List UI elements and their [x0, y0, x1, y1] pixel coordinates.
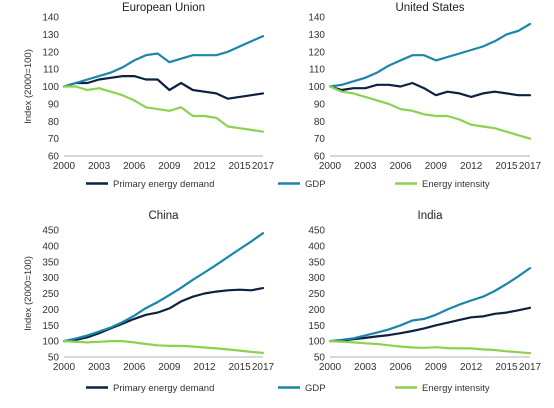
series-line-gdp: [328, 267, 532, 343]
x-tick-label: 2000: [319, 161, 342, 172]
x-tick-label: 2006: [389, 161, 412, 172]
y-tick-label: 50: [314, 353, 326, 364]
y-tick-label: 140: [42, 13, 59, 24]
x-tick-label: 2000: [53, 362, 76, 373]
y-tick-label: 400: [308, 241, 325, 252]
x-tick-label: 2015: [495, 362, 518, 373]
y-tick-label: 400: [42, 241, 59, 252]
y-tick-label: 100: [308, 337, 325, 348]
y-tick-label: 250: [308, 289, 325, 300]
y-tick-label: 350: [308, 257, 325, 268]
series-line-energy-intensity: [62, 340, 265, 354]
x-tick-label: 2012: [460, 161, 483, 172]
panel-title: China: [148, 210, 179, 222]
legend: Primary energy demand GDP Energy intensity: [86, 179, 490, 190]
y-tick-label: 140: [308, 13, 325, 24]
y-tick-label: 110: [309, 65, 325, 76]
x-tick-label: 2006: [123, 362, 146, 373]
x-tick-label: 2003: [88, 161, 111, 172]
y-tick-label: 300: [308, 273, 325, 284]
legend-label: Energy intensity: [422, 179, 490, 190]
y-tick-label: 200: [42, 305, 59, 316]
legend-label: GDP: [305, 383, 326, 394]
x-tick-label: 2006: [389, 362, 412, 373]
y-tick-label: 60: [48, 152, 60, 163]
y-tick-label: 90: [48, 99, 60, 110]
series-line-primary-energy-demand: [328, 81, 532, 99]
x-tick-label: 2009: [158, 161, 181, 172]
y-tick-label: 60: [314, 152, 326, 163]
panel-china: China 50 100 150 200 250 300 350 400 450 2000 2003 2…: [23, 210, 490, 394]
y-tick-label: 130: [42, 30, 59, 41]
x-tick-label: 2017: [519, 362, 542, 373]
series-line-primary-energy-demand: [62, 74, 265, 100]
y-axis-label: Index (2000=100): [23, 256, 34, 331]
y-tick-label: 120: [42, 47, 59, 58]
legend-label: Energy intensity: [422, 383, 490, 394]
y-tick-label: 100: [42, 82, 59, 93]
y-tick-label: 90: [314, 99, 326, 110]
y-tick-label: 120: [308, 47, 325, 58]
x-tick-label: 2015: [228, 161, 251, 172]
x-tick-label: 2000: [53, 161, 76, 172]
x-tick-label: 2003: [354, 161, 377, 172]
x-tick-label: 2012: [460, 362, 483, 373]
x-tick-label: 2012: [193, 362, 216, 373]
legend-label: GDP: [305, 179, 326, 190]
x-tick-label: 2012: [193, 161, 216, 172]
y-tick-label: 350: [42, 257, 59, 268]
panel-european-union: European Union 60 70 80 90 100 110 120 130 140 200…: [23, 2, 490, 190]
x-tick-label: 2017: [252, 362, 275, 373]
series-line-energy-intensity: [62, 85, 265, 133]
y-tick-label: 150: [308, 321, 325, 332]
series-line-gdp: [328, 22, 532, 88]
y-tick-label: 200: [308, 305, 325, 316]
legend: Primary energy demand GDP Energy intensity: [86, 383, 490, 394]
x-tick-label: 2009: [425, 161, 448, 172]
x-tick-label: 2003: [354, 362, 377, 373]
panel-title: European Union: [122, 2, 205, 14]
y-tick-label: 70: [314, 134, 326, 145]
y-tick-label: 80: [48, 117, 60, 128]
y-tick-label: 110: [43, 65, 59, 76]
x-tick-label: 2009: [425, 362, 448, 373]
series-line-gdp: [62, 232, 265, 343]
panel-title: India: [418, 210, 444, 222]
y-tick-label: 130: [308, 30, 325, 41]
y-tick-label: 80: [314, 117, 326, 128]
y-tick-label: 450: [42, 226, 59, 237]
y-tick-label: 50: [48, 353, 60, 364]
x-tick-label: 2000: [319, 362, 342, 373]
series-line-energy-intensity: [328, 340, 532, 355]
x-tick-label: 2015: [495, 161, 518, 172]
y-axis-label: Index (2000=100): [23, 49, 34, 124]
y-tick-label: 250: [42, 289, 59, 300]
y-tick-label: 300: [42, 273, 59, 284]
x-tick-label: 2006: [123, 161, 146, 172]
panel-india: India 50 100 150 200 250 300 350 400 450 2000 2003 2…: [308, 210, 541, 373]
panel-united-states: United States 60 70 80 90 100 110 120 130 140 2000…: [308, 2, 541, 172]
y-tick-label: 70: [48, 134, 60, 145]
series-line-primary-energy-demand: [328, 306, 532, 343]
y-tick-label: 150: [42, 321, 59, 332]
series-line-energy-intensity: [328, 85, 532, 140]
x-tick-label: 2017: [519, 161, 542, 172]
x-tick-label: 2009: [158, 362, 181, 373]
legend-label: Primary energy demand: [113, 179, 214, 190]
series-line-gdp: [62, 34, 265, 88]
x-tick-label: 2015: [228, 362, 251, 373]
y-tick-label: 100: [308, 82, 325, 93]
x-tick-label: 2003: [88, 362, 111, 373]
y-tick-label: 100: [42, 337, 59, 348]
x-tick-label: 2017: [252, 161, 275, 172]
y-tick-label: 450: [308, 226, 325, 237]
series-line-primary-energy-demand: [62, 287, 265, 343]
panel-title: United States: [395, 2, 464, 14]
legend-label: Primary energy demand: [113, 383, 214, 394]
